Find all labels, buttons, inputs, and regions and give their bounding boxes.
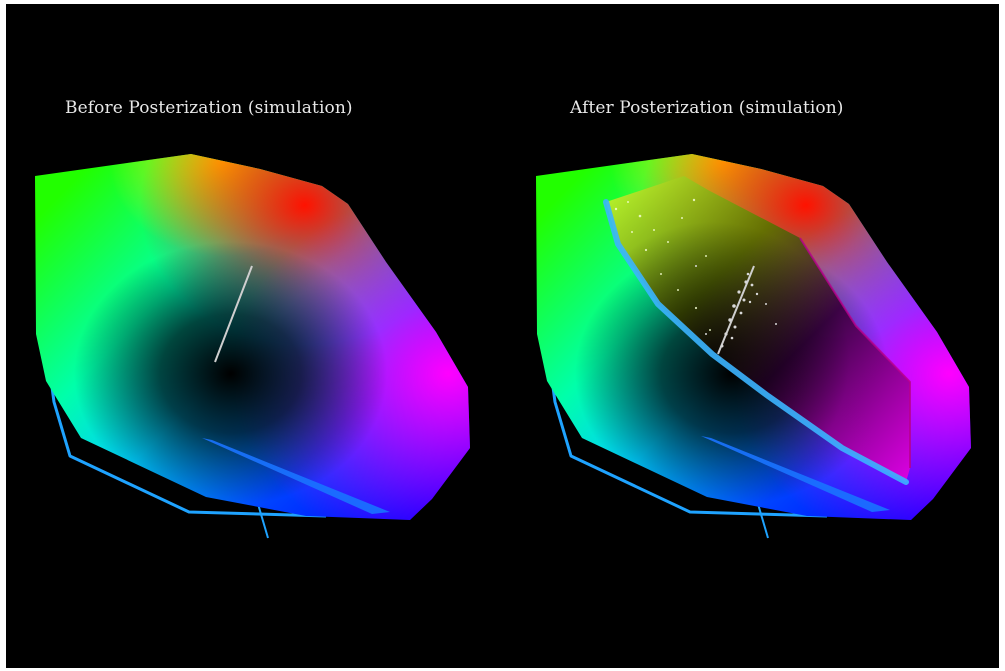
after-neutral-scatter [695, 265, 777, 355]
before-gamut [35, 154, 470, 539]
before-gamut-tail [257, 503, 269, 539]
before-panel-title: Before Posterization (simulation) [65, 98, 353, 118]
after-shell-speckle [614, 198, 711, 331]
after-gamut-tail [757, 503, 769, 539]
gamut-visualization [35, 154, 971, 539]
before-neutral-axis [214, 265, 253, 363]
after-panel-title: After Posterization (simulation) [570, 98, 844, 118]
before-facet-edge [202, 438, 390, 514]
after-facet-edge [701, 436, 890, 512]
before-gamut-outline [48, 371, 327, 518]
gamut-comparison-figure: Before Posterization (simulation) After … [6, 4, 999, 668]
after-shell-rim [603, 199, 909, 485]
after-gamut-outline [549, 371, 828, 518]
after-gamut [536, 154, 971, 539]
